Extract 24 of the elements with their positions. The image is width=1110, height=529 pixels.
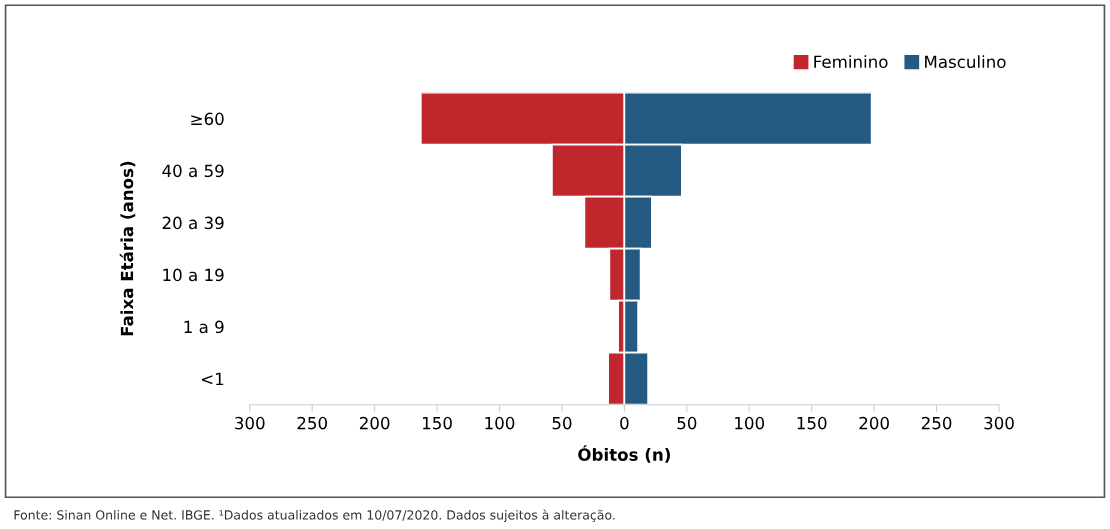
y-tick-label: <1 — [201, 372, 224, 386]
x-tick-label: 250 — [921, 416, 952, 430]
x-tick-label: 250 — [297, 416, 327, 430]
x-tick-label: 300 — [235, 416, 265, 430]
y-axis-title: Faixa Etária (anos) — [119, 161, 136, 336]
x-tick-label: 50 — [552, 416, 572, 430]
x-tick-label: 200 — [359, 416, 390, 430]
x-axis-title: Óbitos (n) — [578, 445, 670, 463]
y-tick-label: 1 a 9 — [184, 320, 224, 334]
legend-label: Feminino — [814, 55, 888, 69]
x-tick-label: 100 — [485, 416, 515, 430]
x-tick-label: 300 — [984, 416, 1014, 430]
x-tick-label: 0 — [620, 416, 629, 430]
y-tick-label: 20 a 39 — [162, 216, 224, 230]
y-tick-label: 10 a 19 — [163, 268, 224, 282]
source-note: Fonte: Sinan Online e Net. IBGE. ¹Dados atualizados em 10/07/2020. Dados sujeitos à alteração. — [14, 509, 615, 523]
x-tick-label: 50 — [677, 416, 697, 430]
y-tick-label: 40 a 59 — [162, 164, 224, 178]
x-tick-label: 100 — [735, 416, 765, 430]
y-tick-label: ≥60 — [191, 112, 224, 126]
x-tick-label: 200 — [859, 416, 889, 430]
legend-label: Masculino — [925, 55, 1006, 69]
x-tick-label: 150 — [797, 416, 827, 430]
x-tick-label: 150 — [422, 416, 452, 430]
